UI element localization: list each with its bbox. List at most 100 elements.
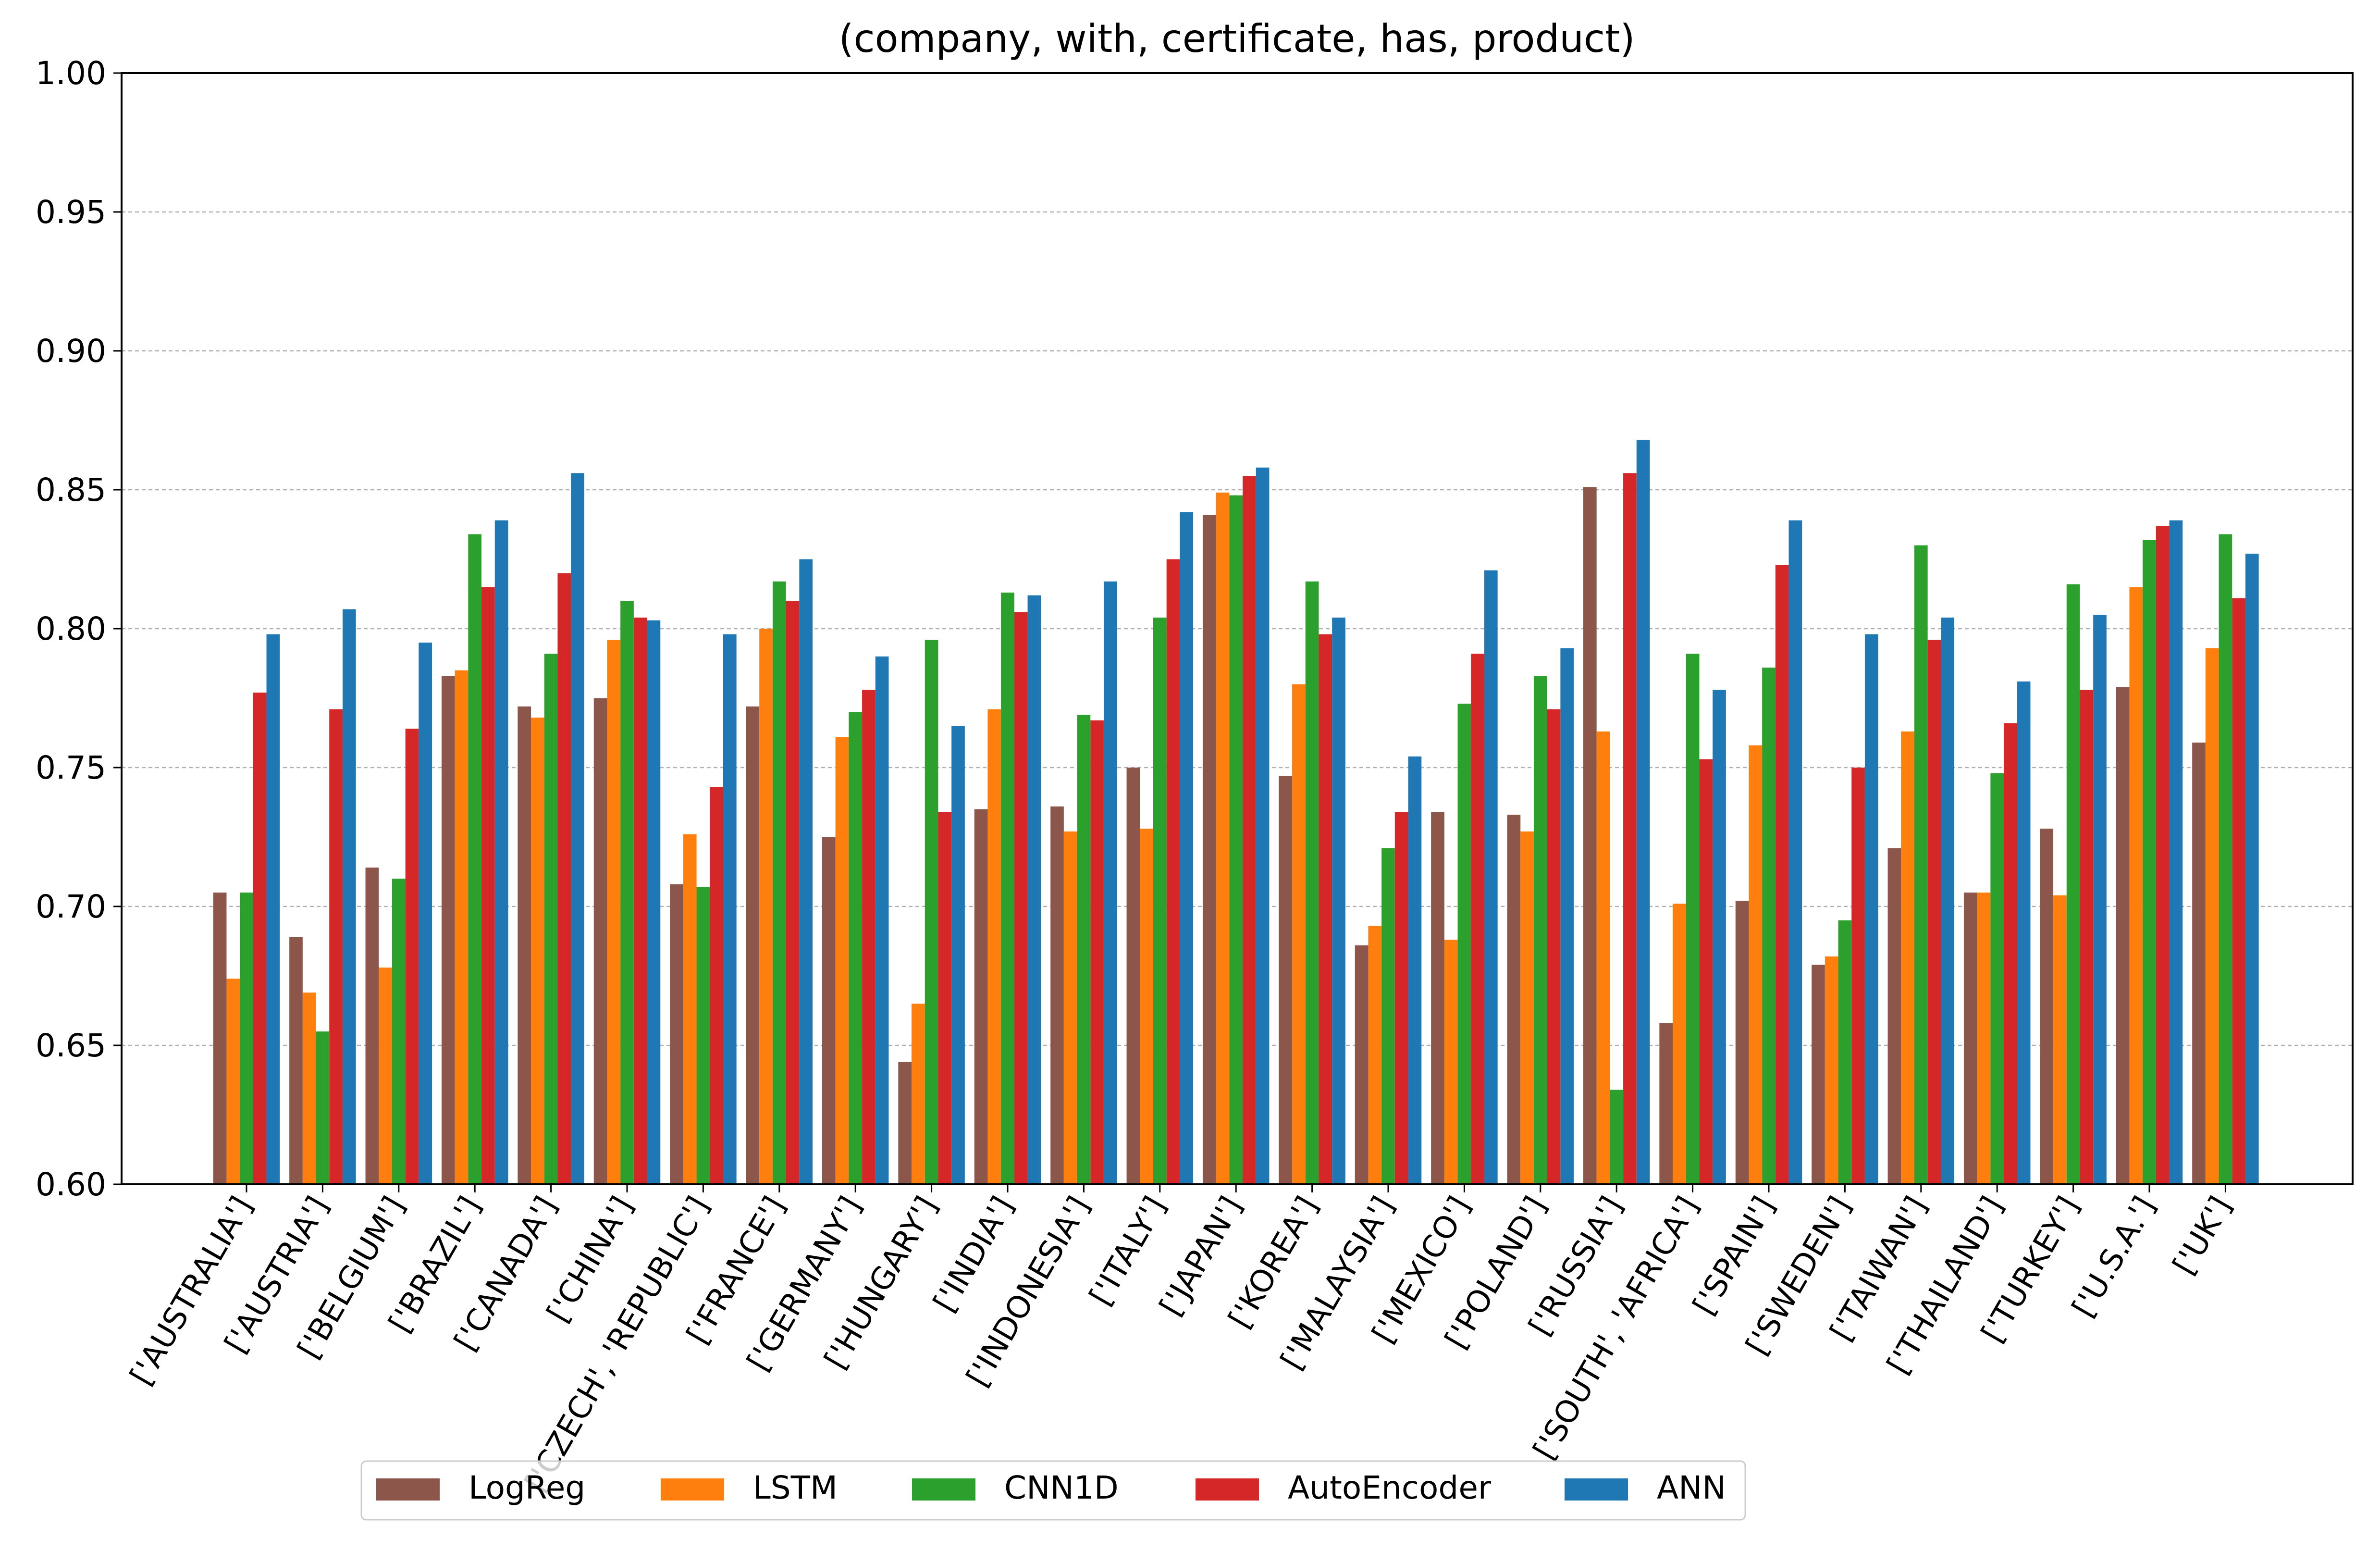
bar-cnn1d-australia [240,893,253,1184]
bar-cnn1d-germany [849,712,863,1184]
bar-ann-australia [266,634,280,1184]
y-tick-label: 0.70 [36,888,106,925]
bar-logreg-mexico [1431,812,1444,1184]
bar-autoencoder-canada [557,573,571,1184]
bar-ann-india [1027,595,1041,1184]
bar-lstm-malaysia [1368,926,1382,1184]
bar-cnn1d-france [772,581,786,1184]
bar-lstm-italy [1140,829,1153,1184]
bar-ann-italy [1180,512,1194,1184]
bar-autoencoder-poland [1547,709,1561,1184]
bar-autoencoder-belgium [405,729,419,1184]
bar-ann-austria [342,609,356,1184]
bar-ann-uk [2245,553,2259,1184]
bar-logreg-canada [518,706,531,1184]
bar-logreg-u-s-a [2116,687,2130,1184]
legend-swatch [912,1478,975,1501]
bar-logreg-indonesia [1050,806,1064,1184]
bar-cnn1d-korea [1305,581,1319,1184]
bar-autoencoder-turkey [2080,690,2094,1184]
bar-lstm-south-africa [1673,904,1686,1184]
bar-ann-germany [875,656,889,1184]
bar-autoencoder-russia [1623,473,1637,1184]
bar-logreg-japan [1202,515,1216,1184]
bar-autoencoder-germany [862,690,876,1184]
bar-autoencoder-france [786,601,800,1184]
bar-ann-france [799,559,813,1184]
bar-autoencoder-china [633,617,647,1184]
bar-ann-indonesia [1103,581,1117,1184]
bar-cnn1d-poland [1533,676,1547,1184]
bar-cnn1d-china [620,601,634,1184]
bar-autoencoder-thailand [2004,723,2017,1184]
bar-logreg-france [746,706,760,1184]
y-tick-label: 0.80 [36,610,106,647]
bar-lstm-australia [226,979,240,1184]
bar-logreg-austria [289,937,303,1184]
bar-autoencoder-spain [1775,565,1789,1184]
bar-logreg-taiwan [1887,848,1901,1184]
bar-cnn1d-canada [544,654,558,1184]
bar-cnn1d-mexico [1457,704,1471,1184]
bar-lstm-thailand [1977,893,1991,1184]
bar-cnn1d-italy [1153,617,1167,1184]
legend-label: LSTM [753,1469,838,1506]
bar-logreg-thailand [1963,893,1977,1184]
bar-autoencoder-czech-republic [710,787,723,1184]
bar-cnn1d-russia [1610,1090,1624,1184]
bar-cnn1d-hungary [925,640,938,1184]
bar-cnn1d-turkey [2066,584,2080,1184]
y-tick-label: 0.65 [36,1027,106,1064]
bar-logreg-sweden [1812,965,1825,1184]
bar-cnn1d-indonesia [1077,715,1091,1184]
bar-logreg-south-africa [1659,1023,1673,1184]
chart-title: (company, with, certificate, has, produc… [839,16,1635,61]
legend-label: AutoEncoder [1288,1469,1492,1506]
bar-cnn1d-brazil [468,534,482,1184]
bar-cnn1d-spain [1762,667,1776,1184]
bar-logreg-italy [1126,768,1140,1184]
x-tick-label: ['UK'] [2166,1191,2239,1281]
legend-label: CNN1D [1004,1469,1119,1506]
bar-ann-south-africa [1713,690,1726,1184]
bar-autoencoder-korea [1319,634,1332,1184]
bar-cnn1d-uk [2219,534,2232,1184]
y-tick-label: 0.85 [36,471,106,509]
bar-lstm-austria [302,992,316,1184]
bar-cnn1d-austria [316,1031,330,1184]
bar-lstm-sweden [1825,956,1838,1184]
bar-ann-turkey [2093,615,2107,1184]
bar-autoencoder-south-africa [1699,759,1713,1184]
bar-lstm-japan [1216,492,1230,1184]
bar-cnn1d-czech-republic [696,887,710,1184]
bar-lstm-india [987,709,1001,1184]
bar-autoencoder-indonesia [1090,720,1104,1184]
bar-autoencoder-italy [1166,559,1180,1184]
y-tick-label: 0.75 [36,749,106,786]
bar-cnn1d-u-s-a [2143,540,2156,1184]
bar-ann-hungary [951,726,965,1184]
x-tick-label: ['AUSTRALIA'] [123,1191,260,1391]
bar-lstm-china [607,640,621,1184]
bar-cnn1d-india [1001,592,1014,1184]
bar-cnn1d-thailand [1990,773,2004,1184]
bar-ann-sweden [1864,634,1878,1184]
bar-autoencoder-japan [1243,476,1256,1184]
bar-ann-u-s-a [2169,520,2183,1184]
bar-lstm-czech-republic [683,834,697,1184]
bar-ann-russia [1636,439,1650,1185]
bar-autoencoder-uk [2232,598,2245,1184]
bar-cnn1d-taiwan [1914,545,1928,1184]
bar-lstm-indonesia [1063,831,1077,1184]
bar-autoencoder-australia [253,692,267,1184]
bar-logreg-india [974,809,988,1184]
bar-autoencoder-mexico [1471,654,1484,1184]
bar-lstm-brazil [455,670,469,1184]
bar-logreg-uk [2192,742,2206,1184]
bar-logreg-russia [1583,487,1597,1184]
y-tick-label: 0.95 [36,194,106,231]
bar-ann-spain [1788,520,1802,1184]
bar-logreg-malaysia [1355,945,1369,1184]
legend-label: ANN [1657,1469,1726,1506]
legend-item-autoencoder: AutoEncoder [1196,1469,1492,1506]
